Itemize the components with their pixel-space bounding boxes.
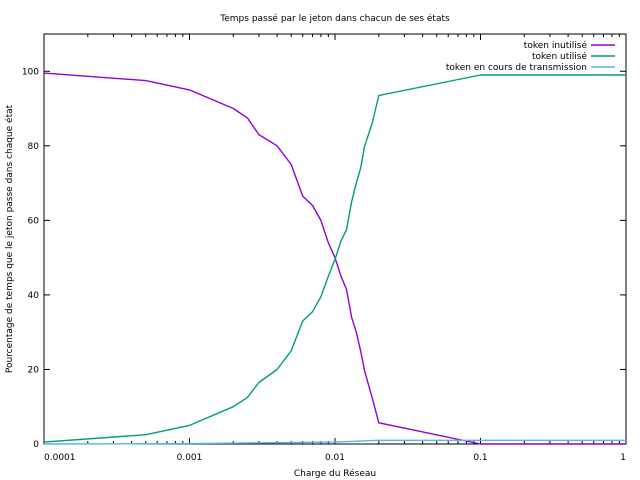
y-tick-label: 40 [28, 291, 40, 301]
x-tick-label: 1 [620, 453, 626, 463]
y-tick-label: 60 [28, 216, 40, 226]
series-group [43, 72, 626, 445]
x-tick-label: 0.01 [325, 453, 345, 463]
series-line-3 [43, 439, 626, 445]
legend-label: token utilisé [532, 51, 587, 62]
y-tick-label: 20 [28, 365, 40, 375]
series-line-2 [43, 74, 626, 443]
series-line-1 [43, 72, 626, 445]
plot-area [43, 33, 627, 445]
legend-label: token en cours de transmission [446, 63, 587, 73]
y-tick-label: 80 [28, 142, 40, 152]
x-tick-label: 0.0001 [44, 453, 76, 463]
legend-label: token inutilisé [524, 40, 588, 51]
x-tick-label: 0.001 [177, 453, 203, 463]
chart-title: Temps passé par le jeton dans chacun de … [219, 13, 450, 24]
y-tick-label: 0 [33, 440, 39, 450]
axis-ticks: 0 20 40 60 80 100 0.0001 0.001 0.01 0.1 1 [22, 34, 627, 463]
y-axis-label: Pourcentage de temps que le jeton passe … [4, 104, 15, 373]
x-tick-label: 0.1 [473, 453, 487, 463]
x-axis-label: Charge du Réseau [294, 468, 376, 479]
y-tick-label: 100 [22, 67, 39, 77]
